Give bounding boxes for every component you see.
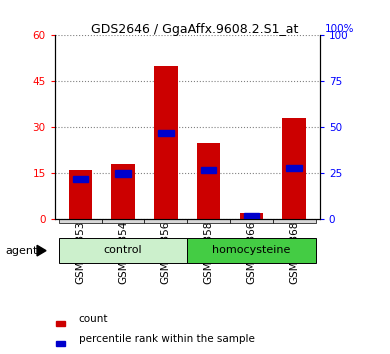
Bar [69,170,92,219]
Bar [144,219,187,223]
Bar [111,164,135,219]
Bar [239,213,263,219]
Bar [282,118,306,219]
Text: GDS2646 / GgaAffx.9608.2.S1_at: GDS2646 / GgaAffx.9608.2.S1_at [91,23,299,36]
Bar [73,176,88,182]
Bar [59,238,187,263]
Text: percentile rank within the sample: percentile rank within the sample [79,334,255,344]
Bar [197,143,220,219]
Text: count: count [79,314,108,324]
Bar [187,219,230,223]
Bar [102,219,144,223]
Bar [56,341,65,346]
Bar [115,170,131,177]
Bar [286,165,302,171]
Bar [244,212,259,219]
Bar [158,130,174,136]
Bar [230,219,273,223]
Text: 100%: 100% [325,24,355,34]
Polygon shape [37,245,46,256]
Bar [154,66,177,219]
Text: control: control [104,245,142,256]
Bar [59,219,102,223]
Bar [56,321,65,326]
Bar [201,166,216,173]
Bar [273,219,316,223]
Bar [187,238,316,263]
Text: homocysteine: homocysteine [212,245,291,256]
Text: agent: agent [6,246,38,256]
